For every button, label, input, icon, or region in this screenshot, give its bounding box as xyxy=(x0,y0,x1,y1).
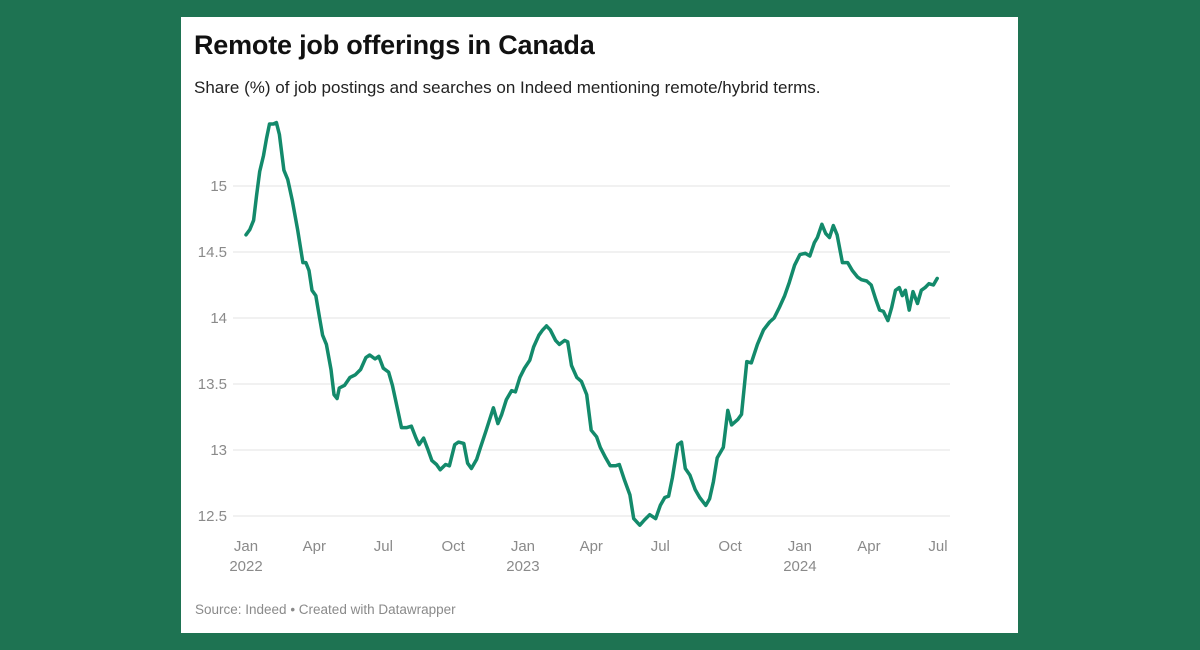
x-tick-label: Apr xyxy=(857,538,880,555)
x-tick-label: Jan xyxy=(234,538,258,555)
y-tick-label: 14 xyxy=(210,310,227,327)
x-tick-label: Jul xyxy=(374,538,393,555)
x-tick-label: Jul xyxy=(928,538,947,555)
x-tick-year: 2022 xyxy=(229,558,262,575)
x-tick-label: Apr xyxy=(303,538,326,555)
y-tick-label: 13.5 xyxy=(198,376,227,393)
x-tick-label: Oct xyxy=(718,538,742,555)
y-tick-label: 12.5 xyxy=(198,508,227,525)
x-tick-year: 2024 xyxy=(783,558,816,575)
x-tick-label: Oct xyxy=(441,538,465,555)
x-tick-label: Jul xyxy=(651,538,670,555)
series-line xyxy=(244,120,939,527)
x-tick-label: Jan xyxy=(511,538,535,555)
x-tick-label: Jan xyxy=(788,538,812,555)
chart-subtitle: Share (%) of job postings and searches o… xyxy=(194,78,821,97)
chart-title: Remote job offerings in Canada xyxy=(194,30,595,60)
x-tick-label: Apr xyxy=(580,538,603,555)
source-note: Source: Indeed • Created with Datawrappe… xyxy=(195,602,456,617)
x-tick-year: 2023 xyxy=(506,558,539,575)
y-tick-label: 13 xyxy=(210,442,227,459)
y-tick-label: 14.5 xyxy=(198,244,227,261)
y-tick-label: 15 xyxy=(210,178,227,195)
